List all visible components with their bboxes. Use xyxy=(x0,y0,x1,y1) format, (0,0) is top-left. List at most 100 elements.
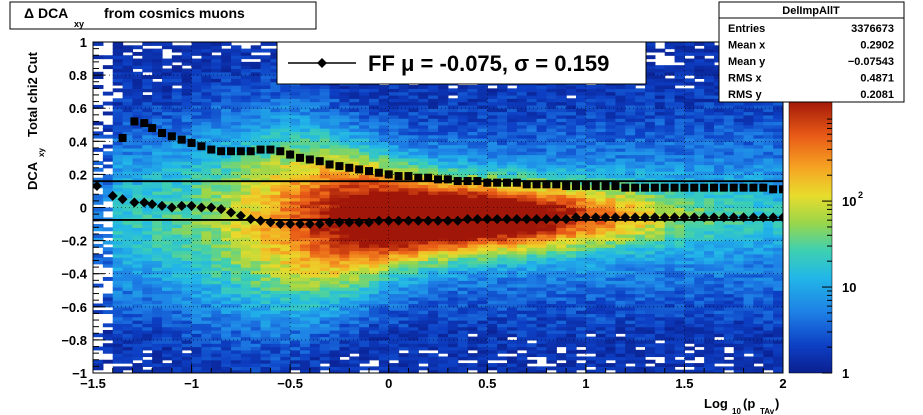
heatmap-cell xyxy=(201,171,212,175)
heatmap-cell xyxy=(378,277,390,281)
heatmap-cell xyxy=(231,194,242,199)
heatmap-cell xyxy=(191,283,203,288)
heatmap-cell xyxy=(497,366,508,371)
heatmap-cell xyxy=(171,144,183,149)
heatmap-cell xyxy=(408,296,419,301)
heatmap-cell xyxy=(162,75,173,80)
heatmap-cell xyxy=(428,339,439,344)
heatmap-cell xyxy=(171,339,183,344)
heatmap-cell xyxy=(428,194,439,199)
heatmap-cell xyxy=(388,118,400,123)
heatmap-cell xyxy=(576,94,587,99)
heatmap-cell xyxy=(428,363,439,367)
heatmap-cell xyxy=(300,210,311,215)
heatmap-cell xyxy=(191,267,203,271)
heatmap-cell xyxy=(191,260,203,265)
heatmap-cell xyxy=(290,181,301,185)
heatmap-cell xyxy=(162,128,173,132)
heatmap-cell xyxy=(142,329,153,334)
heatmap-cell xyxy=(221,174,232,179)
heatmap-cell xyxy=(398,243,410,248)
heatmap-cell xyxy=(349,247,360,252)
heatmap-cell xyxy=(142,283,153,288)
heatmap-cell xyxy=(201,55,212,60)
heatmap-cell xyxy=(428,300,439,305)
heatmap-cell xyxy=(595,224,607,228)
heatmap-cell xyxy=(152,329,163,334)
heatmap-cell xyxy=(112,263,124,268)
heatmap-cell xyxy=(497,134,508,139)
heatmap-cell xyxy=(211,42,222,46)
heatmap-cell xyxy=(536,296,548,301)
heatmap-cell xyxy=(132,240,143,245)
heatmap-cell xyxy=(260,326,272,331)
heatmap-cell xyxy=(280,263,291,268)
heatmap-cell xyxy=(457,290,469,295)
heatmap-cell xyxy=(418,164,429,169)
heatmap-cell xyxy=(398,300,410,305)
heatmap-cell xyxy=(516,250,528,255)
heatmap-cell xyxy=(319,230,331,235)
heatmap-cell xyxy=(556,207,567,212)
heatmap-cell xyxy=(329,164,341,169)
heatmap-cell xyxy=(102,343,114,348)
heatmap-cell xyxy=(201,81,212,86)
heatmap-cell xyxy=(231,114,242,119)
heatmap-cell xyxy=(152,303,163,308)
heatmap-cell xyxy=(112,194,124,199)
heatmap-cell xyxy=(181,356,193,361)
heatmap-cell xyxy=(566,108,577,113)
heatmap-cell xyxy=(418,114,429,119)
heatmap-cell xyxy=(507,111,518,116)
heatmap-cell xyxy=(201,233,212,238)
heatmap-cell xyxy=(260,68,272,73)
heatmap-cell xyxy=(171,283,183,288)
heatmap-cell xyxy=(556,204,567,209)
heatmap-cell xyxy=(388,339,400,344)
heatmap-cell xyxy=(201,197,212,202)
heatmap-cell xyxy=(309,313,321,318)
heatmap-cell xyxy=(388,240,400,245)
heatmap-cell xyxy=(408,333,419,338)
heatmap-cell xyxy=(467,306,479,311)
heatmap-cell xyxy=(595,346,607,351)
heatmap-cell xyxy=(477,257,488,262)
heatmap-cell xyxy=(221,313,232,318)
heatmap-cell xyxy=(408,316,419,321)
heatmap-cell xyxy=(339,121,350,126)
heatmap-cell xyxy=(309,151,321,156)
heatmap-cell xyxy=(240,194,252,199)
heatmap-cell xyxy=(605,286,617,291)
heatmap-cell xyxy=(240,333,252,338)
heatmap-cell xyxy=(201,184,212,189)
heatmap-cell xyxy=(132,174,143,179)
heatmap-cell xyxy=(191,164,203,169)
heatmap-cell xyxy=(181,237,193,242)
heatmap-cell xyxy=(211,263,222,268)
heatmap-cell xyxy=(359,197,370,202)
heatmap-cell xyxy=(231,303,242,308)
heatmap-cell xyxy=(329,187,341,192)
heatmap-cell xyxy=(162,184,173,189)
heatmap-cell xyxy=(556,111,567,116)
heatmap-cell xyxy=(546,204,557,209)
heatmap-cell xyxy=(132,257,143,262)
heatmap-cell xyxy=(418,303,429,308)
heatmap-cell xyxy=(171,68,183,73)
heatmap-cell xyxy=(487,187,498,192)
heatmap-cell xyxy=(231,51,242,56)
heatmap-cell xyxy=(418,237,429,242)
heatmap-cell xyxy=(467,224,479,228)
heatmap-cell xyxy=(605,111,617,116)
heatmap-cell xyxy=(585,300,597,305)
heatmap-cell xyxy=(507,253,518,258)
heatmap-cell xyxy=(497,230,508,235)
heatmap-cell xyxy=(497,184,508,189)
heatmap-cell xyxy=(132,306,143,311)
heatmap-cell xyxy=(93,253,104,258)
heatmap-cell xyxy=(359,101,370,106)
heatmap-cell xyxy=(171,81,183,86)
heatmap-cell xyxy=(142,187,153,192)
heatmap-cell xyxy=(487,204,498,209)
heatmap-cell xyxy=(388,343,400,348)
